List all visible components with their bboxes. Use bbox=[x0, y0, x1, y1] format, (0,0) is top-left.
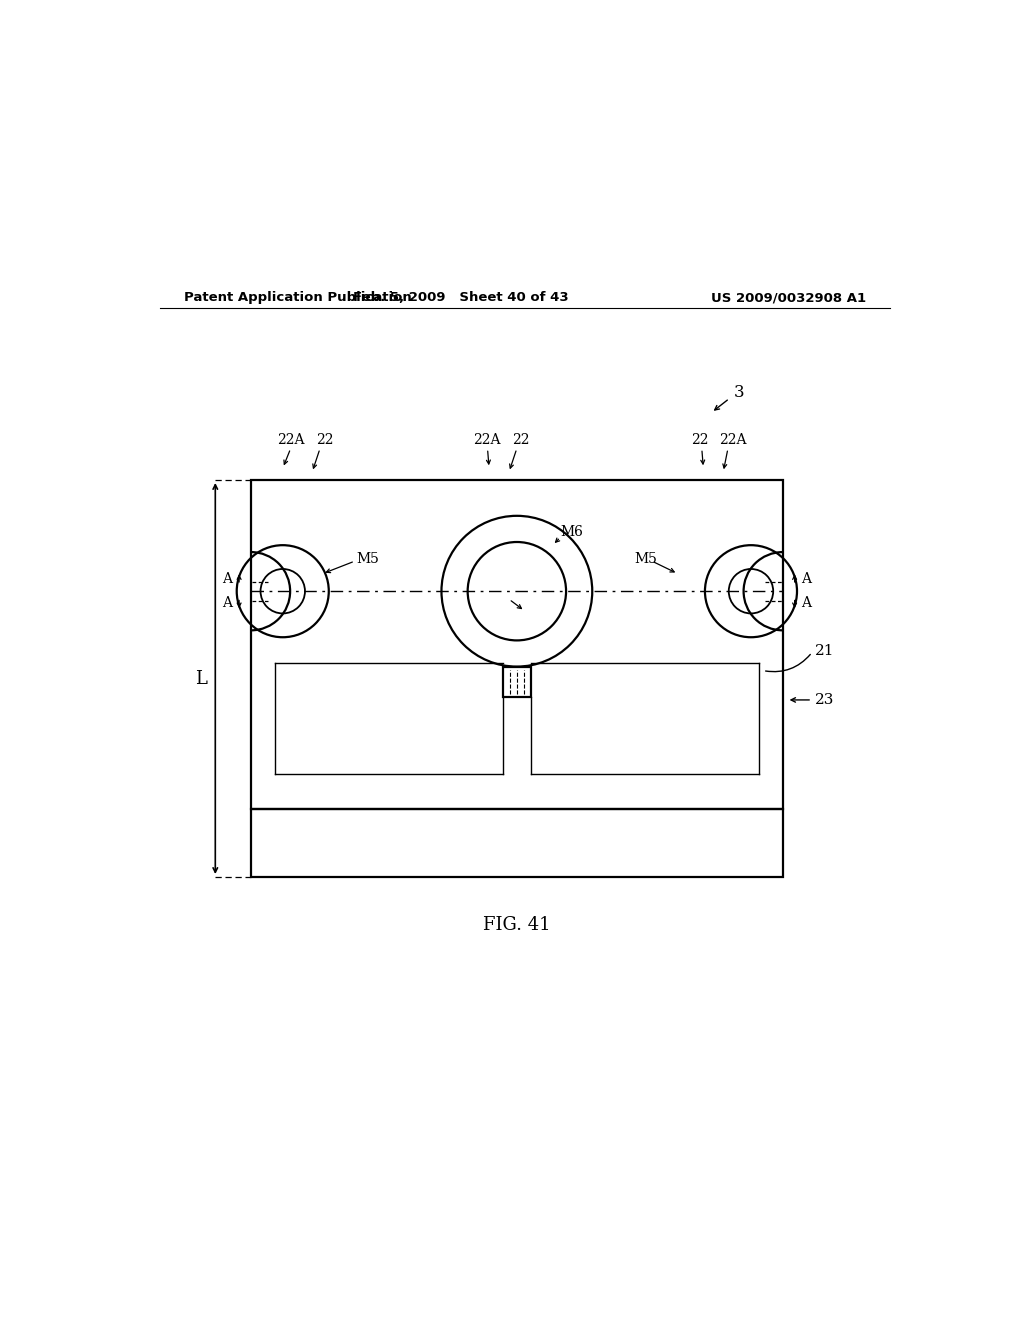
Text: 22A: 22A bbox=[719, 433, 746, 447]
Text: Feb. 5, 2009   Sheet 40 of 43: Feb. 5, 2009 Sheet 40 of 43 bbox=[353, 292, 569, 304]
Text: M6: M6 bbox=[560, 524, 584, 539]
Bar bbox=[251, 480, 782, 809]
Text: A: A bbox=[222, 597, 232, 610]
Text: 3: 3 bbox=[734, 384, 744, 401]
Text: L: L bbox=[196, 669, 207, 688]
Text: A: A bbox=[222, 573, 232, 586]
Text: M5: M5 bbox=[634, 553, 657, 566]
Text: FIG. 41: FIG. 41 bbox=[483, 916, 551, 933]
Text: 22: 22 bbox=[690, 433, 709, 447]
Text: 23: 23 bbox=[814, 693, 834, 708]
Text: 22A: 22A bbox=[276, 433, 304, 447]
Text: A: A bbox=[802, 597, 812, 610]
Text: US 2009/0032908 A1: US 2009/0032908 A1 bbox=[711, 292, 866, 304]
Bar bbox=[251, 809, 782, 876]
Text: Patent Application Publication: Patent Application Publication bbox=[183, 292, 412, 304]
Text: A: A bbox=[802, 573, 812, 586]
Bar bbox=[503, 667, 530, 697]
Text: 22: 22 bbox=[316, 433, 334, 447]
Text: M5: M5 bbox=[356, 553, 380, 566]
Text: 22: 22 bbox=[512, 433, 529, 447]
Text: 21: 21 bbox=[814, 644, 834, 657]
Text: 22A: 22A bbox=[473, 433, 501, 447]
